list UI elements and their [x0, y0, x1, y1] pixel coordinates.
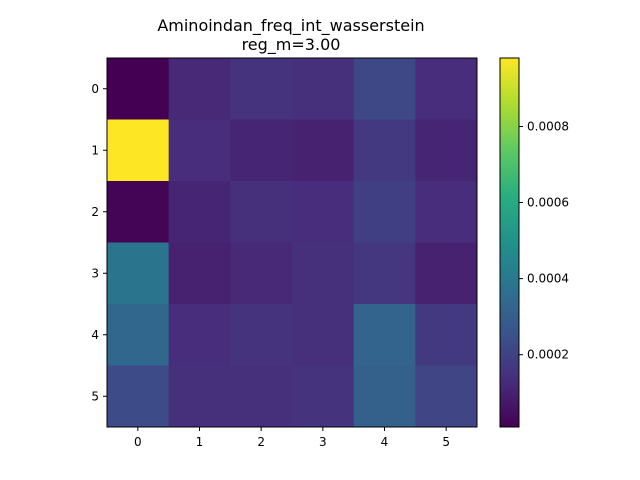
chart-title: Aminoindan_freq_int_wasserstein — [157, 16, 424, 36]
colorbar-tick-label: 0.0008 — [527, 119, 569, 133]
colorbar-ticks: 0.0002 0.0004 0.0006 0.0008 — [519, 119, 569, 362]
y-axis: 0 1 2 3 4 5 — [91, 82, 107, 403]
heatmap-cell-r3-c1 — [168, 242, 231, 305]
heatmap-cell-r1-c5 — [415, 119, 478, 182]
heatmap-cell-r0-c5 — [415, 58, 478, 120]
heatmap-cell-r4-c4 — [353, 304, 416, 366]
heatmap-cell-r4-c3 — [292, 304, 355, 366]
heatmap-cell-r5-c0 — [107, 365, 170, 428]
heatmap-cell-r5-c1 — [168, 365, 231, 428]
heatmap-cell-r1-c1 — [168, 119, 231, 182]
heatmap-cell-r5-c2 — [230, 365, 293, 428]
heatmap-cell-r3-c5 — [415, 242, 478, 305]
y-tick-label: 3 — [91, 266, 99, 280]
colorbar-tick-label: 0.0002 — [527, 348, 569, 362]
x-tick-label: 0 — [134, 435, 142, 449]
heatmap-cell-r1-c2 — [230, 119, 293, 182]
heatmap-cell-r2-c5 — [415, 181, 478, 243]
heatmap-cell-r4-c5 — [415, 304, 478, 366]
heatmap-cell-r3-c2 — [230, 242, 293, 305]
heatmap-cells — [107, 58, 478, 428]
colorbar: 0.0002 0.0004 0.0006 0.0008 — [499, 57, 569, 428]
x-tick-label: 2 — [257, 435, 265, 449]
heatmap-cell-r4-c2 — [230, 304, 293, 366]
heatmap-cell-r1-c3 — [292, 119, 355, 182]
heatmap-cell-r2-c1 — [168, 181, 231, 243]
heatmap-cell-r5-c4 — [353, 365, 416, 428]
heatmap-cell-r0-c1 — [168, 58, 231, 120]
x-tick-label: 5 — [442, 435, 450, 449]
y-tick-label: 1 — [91, 143, 99, 157]
y-tick-label: 0 — [91, 82, 99, 96]
heatmap-cell-r0-c0 — [107, 58, 170, 120]
colorbar-gradient — [500, 58, 519, 427]
colorbar-tick-label: 0.0006 — [527, 196, 569, 210]
y-tick-label: 2 — [91, 205, 99, 219]
heatmap-cell-r4-c1 — [168, 304, 231, 366]
x-tick-label: 1 — [196, 435, 204, 449]
y-tick-label: 4 — [91, 328, 99, 342]
heatmap-cell-r2-c3 — [292, 181, 355, 243]
colorbar-tick-label: 0.0004 — [527, 272, 569, 286]
heatmap-cell-r2-c4 — [353, 181, 416, 243]
heatmap-cell-r2-c2 — [230, 181, 293, 243]
heatmap-cell-r5-c3 — [292, 365, 355, 428]
heatmap-cell-r3-c4 — [353, 242, 416, 305]
heatmap-cell-r0-c4 — [353, 58, 416, 120]
heatmap-cell-r3-c3 — [292, 242, 355, 305]
heatmap-cell-r0-c2 — [230, 58, 293, 120]
chart-subtitle: reg_m=3.00 — [242, 35, 341, 55]
heatmap-cell-r3-c0 — [107, 242, 170, 305]
colorbar-frame — [499, 57, 520, 428]
heatmap-cell-r0-c3 — [292, 58, 355, 120]
heatmap-cell-r4-c0 — [107, 304, 170, 366]
x-tick-label: 4 — [381, 435, 389, 449]
x-axis: 0 1 2 3 4 5 — [134, 427, 450, 449]
heatmap-cell-r5-c5 — [415, 365, 478, 428]
heatmap-cell-r1-c0 — [107, 119, 170, 182]
x-tick-label: 3 — [319, 435, 327, 449]
y-tick-label: 5 — [91, 389, 99, 403]
heatmap-cell-r2-c0 — [107, 181, 170, 243]
heatmap-cell-r1-c4 — [353, 119, 416, 182]
plot-frame — [106, 57, 478, 428]
